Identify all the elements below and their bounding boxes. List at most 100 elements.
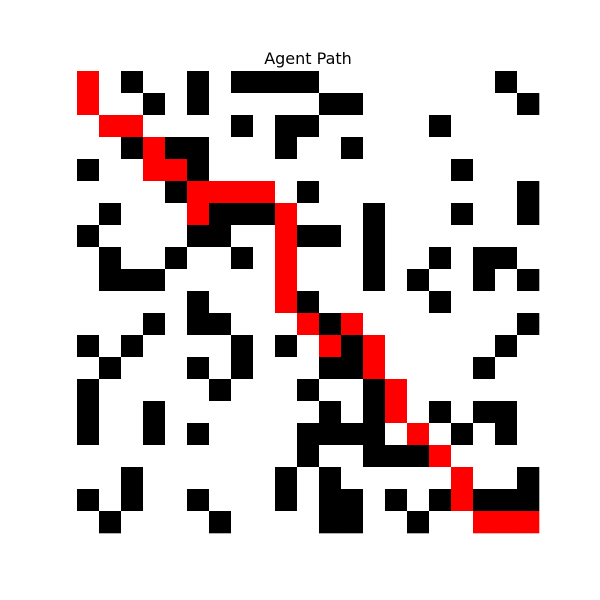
grid-cell bbox=[99, 137, 122, 160]
grid-cell bbox=[165, 489, 188, 512]
grid-cell bbox=[451, 71, 474, 94]
grid-cell bbox=[319, 181, 342, 204]
grid-cell bbox=[319, 71, 342, 94]
grid-cell bbox=[495, 269, 518, 292]
grid-cell bbox=[341, 445, 364, 468]
grid-cell bbox=[517, 203, 540, 226]
grid-cell bbox=[297, 489, 320, 512]
grid-cell bbox=[341, 247, 364, 270]
grid-cell bbox=[187, 313, 210, 336]
grid-cell bbox=[429, 93, 452, 116]
grid-cell bbox=[517, 467, 540, 490]
grid-cell bbox=[209, 291, 232, 314]
grid-cell bbox=[187, 357, 210, 380]
grid-cell bbox=[275, 357, 298, 380]
grid-cell bbox=[363, 71, 386, 94]
grid-cell bbox=[319, 115, 342, 138]
grid-cell bbox=[297, 445, 320, 468]
grid-cell bbox=[143, 445, 166, 468]
grid-cell bbox=[231, 181, 254, 204]
grid-cell bbox=[297, 511, 320, 534]
grid-cell bbox=[319, 379, 342, 402]
grid-cell bbox=[99, 247, 122, 270]
grid-cell bbox=[517, 445, 540, 468]
grid-cell bbox=[187, 335, 210, 358]
grid-cell bbox=[121, 379, 144, 402]
grid-cell bbox=[99, 335, 122, 358]
grid-cell bbox=[121, 71, 144, 94]
grid-cell bbox=[99, 225, 122, 248]
grid-cell bbox=[77, 335, 100, 358]
grid-cell bbox=[231, 269, 254, 292]
grid-cell bbox=[297, 225, 320, 248]
grid-cell bbox=[363, 467, 386, 490]
grid-cell bbox=[385, 489, 408, 512]
grid-cell bbox=[77, 115, 100, 138]
grid-cell bbox=[77, 357, 100, 380]
grid-cell bbox=[275, 269, 298, 292]
grid-cell bbox=[209, 335, 232, 358]
grid-cell bbox=[473, 445, 496, 468]
grid-cell bbox=[209, 445, 232, 468]
grid-cell bbox=[253, 225, 276, 248]
grid-cell bbox=[121, 467, 144, 490]
grid-cell bbox=[253, 423, 276, 446]
grid-cell bbox=[165, 379, 188, 402]
grid-cell bbox=[407, 511, 430, 534]
grid-cell bbox=[495, 313, 518, 336]
grid-cell bbox=[451, 181, 474, 204]
grid-cell bbox=[209, 159, 232, 182]
grid-cell bbox=[341, 511, 364, 534]
grid-cell bbox=[429, 401, 452, 424]
grid-cell bbox=[165, 445, 188, 468]
grid-cell bbox=[473, 115, 496, 138]
grid-cell bbox=[143, 511, 166, 534]
grid-cell bbox=[209, 137, 232, 160]
grid-cell bbox=[165, 511, 188, 534]
grid-cell bbox=[121, 247, 144, 270]
grid-cell bbox=[407, 379, 430, 402]
grid-cell bbox=[407, 357, 430, 380]
grid-cell bbox=[341, 423, 364, 446]
grid-cell bbox=[297, 137, 320, 160]
grid-cell bbox=[319, 467, 342, 490]
grid-cell bbox=[363, 445, 386, 468]
grid-cell bbox=[341, 467, 364, 490]
grid-cell bbox=[253, 467, 276, 490]
grid-cell bbox=[517, 291, 540, 314]
grid-cell bbox=[143, 335, 166, 358]
grid-cell bbox=[451, 247, 474, 270]
grid-cell bbox=[363, 225, 386, 248]
grid-cell bbox=[187, 247, 210, 270]
grid-cell bbox=[231, 115, 254, 138]
grid-cell bbox=[407, 401, 430, 424]
grid-cell bbox=[143, 93, 166, 116]
grid-cell bbox=[275, 423, 298, 446]
grid-cell bbox=[473, 71, 496, 94]
grid-cell bbox=[209, 401, 232, 424]
grid-cell bbox=[385, 291, 408, 314]
grid-cell bbox=[77, 137, 100, 160]
grid-cell bbox=[297, 423, 320, 446]
grid-cell bbox=[473, 291, 496, 314]
grid-cell bbox=[451, 335, 474, 358]
grid-cell bbox=[429, 181, 452, 204]
grid-cell bbox=[253, 511, 276, 534]
grid-cell bbox=[473, 335, 496, 358]
grid-cell bbox=[275, 489, 298, 512]
grid-cell bbox=[495, 159, 518, 182]
grid-cell bbox=[363, 335, 386, 358]
grid-cell bbox=[451, 115, 474, 138]
grid-cell bbox=[429, 203, 452, 226]
grid-cell bbox=[253, 93, 276, 116]
grid-cell bbox=[319, 93, 342, 116]
grid-cell bbox=[231, 93, 254, 116]
grid-cell bbox=[143, 247, 166, 270]
grid-cell bbox=[407, 93, 430, 116]
grid-cell bbox=[473, 203, 496, 226]
grid-cell bbox=[495, 137, 518, 160]
grid-cell bbox=[253, 401, 276, 424]
grid-cell bbox=[121, 445, 144, 468]
grid-cell bbox=[341, 401, 364, 424]
grid-cell bbox=[143, 159, 166, 182]
